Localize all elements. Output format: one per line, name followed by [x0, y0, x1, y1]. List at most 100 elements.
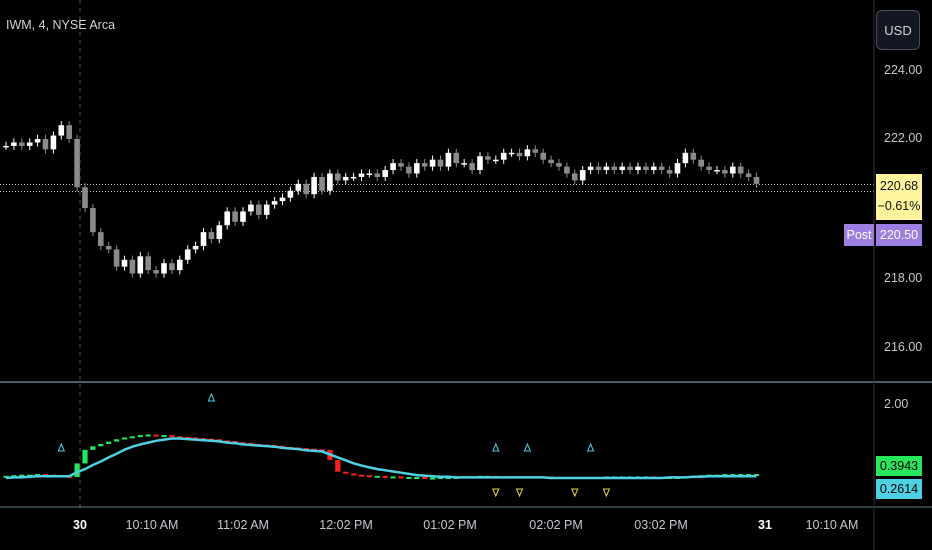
candle-body: [121, 259, 128, 267]
candle-body: [208, 232, 215, 240]
candle-body: [240, 211, 246, 222]
histogram-bar: [161, 435, 167, 438]
histogram-bar: [335, 459, 341, 472]
candle-body: [82, 187, 88, 208]
candle-body: [287, 190, 294, 198]
candle-body: [98, 232, 104, 246]
symbol-title[interactable]: IWM, 4, NYSE Arca: [6, 18, 116, 32]
candle-body: [674, 163, 681, 174]
candle-body: [184, 249, 191, 260]
down-arrow-marker: [492, 488, 500, 498]
candle-body: [366, 173, 373, 175]
price-tick: 218.00: [884, 271, 923, 285]
up-arrow-marker: [523, 442, 532, 452]
histogram-bar: [74, 463, 80, 477]
candle-body: [295, 183, 302, 191]
candle-body: [105, 245, 112, 250]
candle-body: [493, 159, 499, 162]
time-label: 10:10 AM: [805, 518, 859, 532]
candle-body: [611, 166, 618, 171]
up-arrow-marker: [586, 442, 595, 452]
time-label: 31: [758, 518, 772, 532]
candle-body: [745, 173, 752, 177]
candle-body: [153, 270, 159, 274]
candle-body: [382, 170, 388, 177]
candle-body: [572, 173, 578, 181]
histogram-bar: [19, 474, 25, 477]
candle-body: [342, 176, 349, 181]
histogram-bar: [422, 477, 428, 479]
candle-body: [706, 166, 712, 171]
candle-body: [508, 152, 515, 155]
candle-body: [232, 211, 238, 222]
candle-body: [224, 211, 230, 226]
candle-body: [279, 197, 286, 202]
histogram-bar: [398, 476, 404, 479]
histogram-bar: [390, 476, 396, 479]
time-label: 01:02 PM: [423, 518, 477, 532]
histogram-bar: [114, 439, 120, 442]
histogram-bar: [366, 475, 372, 478]
candle-body: [161, 263, 167, 274]
candle-body: [374, 173, 381, 177]
candle-body: [556, 163, 562, 167]
histogram-bar: [406, 477, 412, 479]
candle-body: [627, 166, 633, 171]
signal-line: [5, 437, 757, 480]
histogram-bar: [106, 441, 112, 444]
histogram-bar: [145, 434, 151, 437]
candle-body: [42, 139, 49, 150]
candle-body: [453, 152, 460, 164]
price-tick: 216.00: [884, 340, 923, 354]
candle-body: [169, 263, 175, 271]
candle-body: [248, 204, 254, 212]
currency-button[interactable]: USD: [876, 10, 920, 50]
candle-body: [477, 156, 483, 171]
candle-body: [358, 173, 365, 177]
candle-body: [698, 159, 704, 167]
candle-body: [737, 166, 744, 174]
candle-body: [398, 163, 404, 167]
candle-body: [350, 176, 357, 179]
candle-body: [311, 176, 317, 195]
candle-body: [643, 166, 649, 171]
histogram-bar: [153, 434, 159, 437]
candle-body: [579, 170, 586, 181]
candle-body: [587, 166, 594, 171]
candle-body: [532, 149, 539, 153]
post-market-label: Post: [844, 224, 874, 246]
candle-body: [548, 159, 554, 164]
candle-body: [26, 142, 33, 146]
candle-body: [90, 208, 96, 233]
candle-body: [319, 176, 325, 191]
candle-body: [137, 256, 144, 274]
candle-body: [58, 125, 65, 136]
candle-body: [335, 173, 341, 181]
candle-body: [595, 166, 602, 171]
time-label: 10:10 AM: [125, 518, 179, 532]
candle-body: [690, 152, 697, 160]
price-tick: 224.00: [884, 63, 923, 77]
histogram-bar: [129, 436, 135, 439]
candle-body: [445, 152, 452, 167]
candle-body: [216, 225, 223, 240]
candle-body: [74, 139, 80, 188]
histogram-bar: [90, 446, 96, 450]
up-arrow-marker: [492, 442, 500, 452]
time-label: 03:02 PM: [634, 518, 688, 532]
candle-body: [730, 166, 736, 174]
candle-body: [753, 176, 760, 184]
time-label: 02:02 PM: [529, 518, 583, 532]
candle-body: [263, 204, 270, 215]
histogram-bar: [358, 474, 365, 477]
up-arrow-marker: [57, 442, 66, 452]
histogram-bar: [382, 475, 388, 478]
candle-body: [34, 139, 41, 143]
histogram-bar: [121, 437, 128, 440]
candle-body: [714, 170, 720, 172]
candle-body: [651, 166, 657, 171]
histogram-bar: [343, 471, 349, 474]
candle-body: [437, 159, 444, 167]
